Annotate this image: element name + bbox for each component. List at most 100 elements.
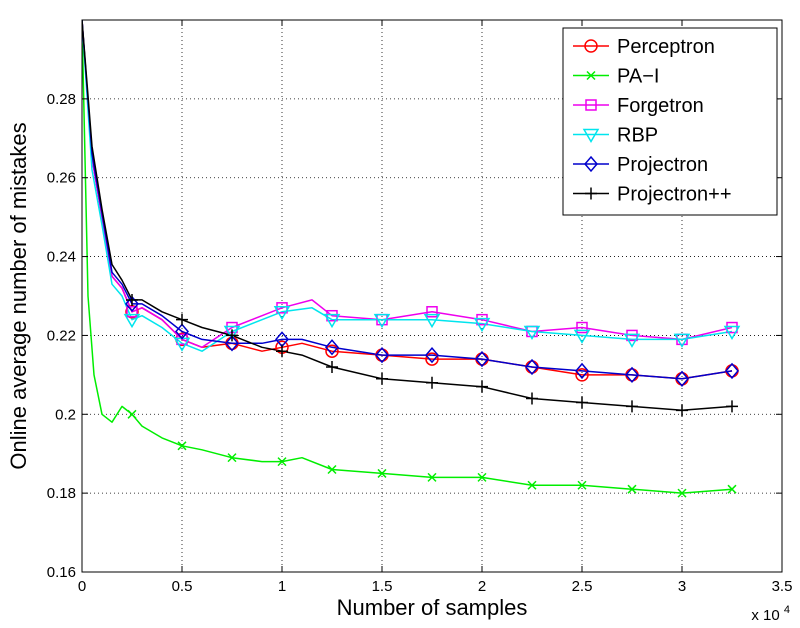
marker-projectron [126, 293, 138, 306]
marker-rbp [523, 325, 541, 340]
marker-pa-i [227, 453, 237, 463]
marker-projectron [425, 346, 439, 364]
x-tick-label: 2.5 [572, 578, 593, 595]
marker-projectron [225, 335, 239, 352]
legend-marker [586, 70, 596, 81]
x-multiplier-base: x 10 [751, 607, 779, 624]
marker-projectron [626, 400, 638, 413]
marker-projectron [325, 339, 339, 356]
marker-projectron [676, 404, 688, 417]
marker-projectron [576, 396, 588, 409]
legend-entry-projectron: Projectron [573, 154, 708, 176]
marker-rbp [423, 313, 441, 329]
marker-pa-i [477, 472, 487, 482]
x-tick-label: 3 [678, 578, 686, 595]
legend-marker [585, 99, 597, 111]
marker-projectron [176, 313, 188, 326]
marker-projectron [125, 295, 139, 313]
marker-projectron [525, 358, 539, 376]
marker-forgetron [576, 321, 588, 334]
marker-pa-i [177, 441, 187, 451]
marker-perceptron [425, 352, 439, 366]
legend-label: Projectron++ [617, 184, 732, 206]
x-axis-multiplier: x 10 4 [751, 604, 790, 624]
marker-forgetron [626, 329, 638, 342]
y-tick-label: 0.22 [47, 327, 76, 344]
axis-ticks [81, 20, 783, 573]
y-tick-label: 0.2 [55, 406, 76, 423]
x-tick-label: 0.5 [172, 578, 193, 595]
series-lines [82, 20, 733, 494]
grid [82, 20, 782, 572]
y-tick-label: 0.26 [47, 170, 76, 187]
marker-projectron [726, 400, 738, 413]
marker-projectron [226, 329, 238, 342]
marker-pa-i [277, 457, 287, 467]
marker-projectron [675, 370, 689, 387]
marker-perceptron [325, 344, 339, 358]
marker-projectron [476, 380, 488, 393]
marker-perceptron [575, 368, 589, 382]
marker-projectron [625, 366, 639, 384]
y-tick-label: 0.16 [47, 564, 76, 581]
legend-marker [582, 128, 600, 143]
marker-rbp [373, 313, 391, 329]
marker-projectron [725, 362, 739, 380]
series-line-rbp [82, 20, 733, 352]
legend-label: Projectron [617, 154, 708, 176]
x-tick-label: 3.5 [772, 578, 793, 595]
y-tick-label: 0.28 [47, 91, 76, 108]
marker-pa-i [427, 472, 437, 482]
marker-projectron [526, 392, 538, 405]
marker-rbp [473, 317, 491, 333]
plot-frame [81, 19, 783, 573]
legend: Perceptron PA−I Forgetron RBP Projectron Proj… [562, 27, 778, 216]
marker-forgetron [126, 306, 138, 318]
marker-pa-i [627, 484, 637, 494]
marker-forgetron [476, 313, 488, 326]
marker-pa-i [327, 464, 337, 475]
marker-rbp [573, 329, 591, 344]
legend-box [562, 27, 778, 216]
y-axis-title: Online average number of mistakes [6, 122, 31, 469]
legend-entries: Perceptron PA−I Forgetron RBP Projectron Proj… [573, 36, 732, 206]
x-tick-label: 0 [78, 578, 86, 595]
marker-forgetron [276, 302, 288, 314]
x-tick-label: 1.5 [372, 578, 393, 595]
series-line-projectron [82, 20, 733, 380]
marker-rbp [123, 313, 141, 329]
marker-forgetron [176, 333, 188, 346]
legend-entry-pa-i: PA−I [573, 66, 659, 88]
marker-projectron [175, 323, 189, 340]
y-tick-label: 0.18 [47, 485, 76, 502]
marker-rbp [273, 306, 291, 321]
legend-label: Forgetron [617, 95, 704, 117]
series-markers [123, 293, 741, 498]
x-axis-title: Number of samples [337, 595, 528, 620]
marker-projectron [426, 376, 438, 389]
series-line-pa-i [82, 20, 733, 494]
marker-forgetron [426, 306, 438, 318]
marker-projectron [575, 362, 589, 380]
marker-pa-i [527, 480, 537, 490]
legend-entry-rbp: RBP [573, 125, 658, 147]
legend-label: Perceptron [617, 36, 715, 58]
marker-projectron [375, 346, 389, 364]
legend-marker [585, 187, 597, 200]
marker-pa-i [677, 488, 687, 498]
x-multiplier-exponent: 4 [784, 604, 790, 616]
legend-marker [584, 39, 598, 53]
x-tick-label: 1 [278, 578, 286, 595]
marker-pa-i [127, 409, 137, 419]
legend-marker [584, 155, 598, 173]
marker-rbp [223, 325, 241, 340]
series-line-forgetron [82, 20, 733, 349]
marker-pa-i [577, 480, 587, 490]
legend-label: RBP [617, 125, 658, 147]
marker-projectron [276, 345, 288, 358]
marker-rbp [323, 313, 341, 329]
marker-projectron [376, 372, 388, 385]
x-tick-label: 2 [478, 578, 486, 595]
marker-pa-i [727, 484, 737, 494]
